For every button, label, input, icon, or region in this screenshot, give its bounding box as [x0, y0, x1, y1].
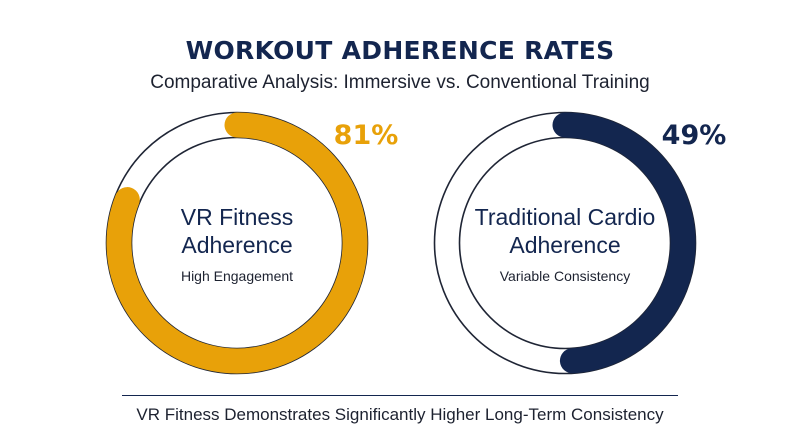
vr-label-line2: Adherence — [181, 232, 293, 258]
traditional-ring-label: Traditional Cardio Adherence Variable Co… — [445, 203, 685, 284]
vr-percent-label: 81% — [334, 120, 399, 151]
chart-subtitle: Comparative Analysis: Immersive vs. Conv… — [150, 72, 650, 93]
vr-label-line1: VR Fitness — [180, 204, 294, 230]
traditional-caption: Variable Consistency — [499, 268, 631, 284]
vr-caption: High Engagement — [180, 268, 294, 284]
traditional-label-line2: Adherence — [509, 232, 621, 258]
traditional-progress-arc — [552, 112, 696, 374]
footer-divider — [122, 395, 678, 396]
footer-text: VR Fitness Demonstrates Significantly Hi… — [136, 405, 664, 424]
chart-title: WORKOUT ADHERENCE RATES — [185, 36, 615, 65]
traditional-percent-label: 49% — [662, 120, 727, 151]
vr-progress-arc — [106, 112, 368, 374]
traditional-label-line1: Traditional Cardio — [474, 204, 656, 230]
vr-ring-label: VR Fitness Adherence High Engagement — [117, 203, 357, 284]
